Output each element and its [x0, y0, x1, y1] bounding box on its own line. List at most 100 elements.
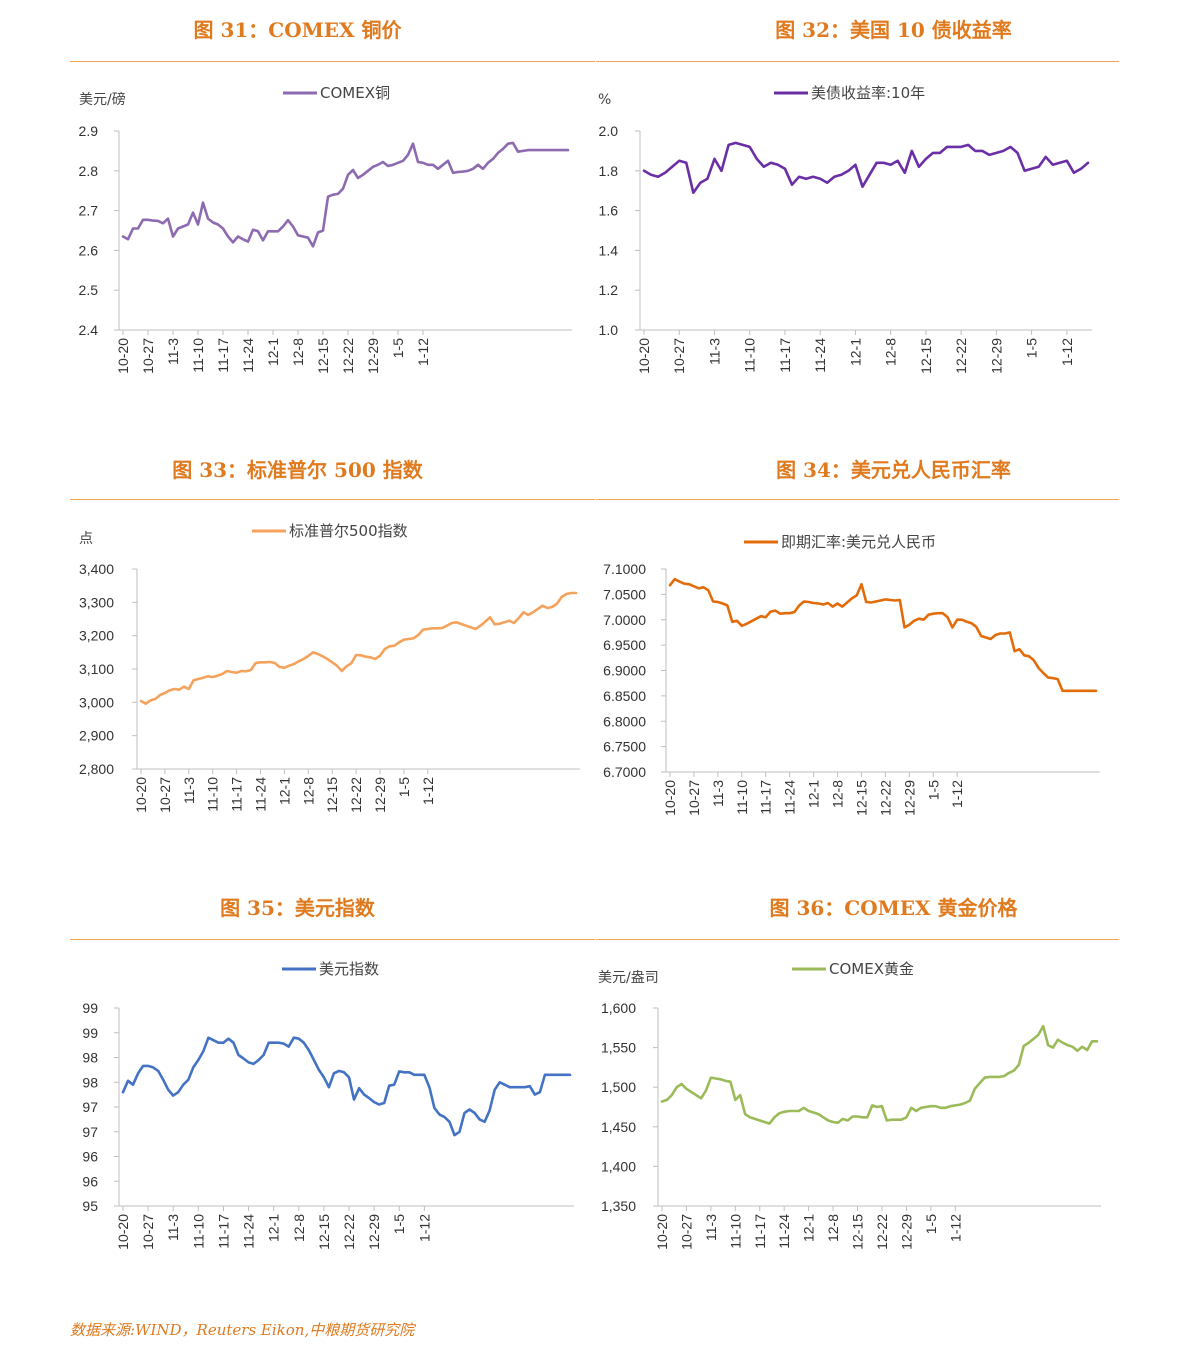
x-tick-label: 11-3 — [165, 1214, 181, 1241]
x-tick-label: 1-12 — [1059, 338, 1075, 366]
panel-fig35: 图 35：美元指数 95 96 96 97 97 98 98 99 99 10-20 10-27 11… — [0, 878, 595, 1313]
chart-fig31: 美元/磅 2.4 2.5 2.6 2.7 2.8 2.9 10-20 10-27 11-3 11-1… — [79, 84, 572, 374]
x-tick-label: 11-17 — [752, 1214, 768, 1249]
x-tick-label: 10-27 — [671, 338, 687, 374]
x-tick-label: 12-29 — [372, 777, 388, 813]
series-line — [139, 591, 578, 706]
y-tick-label: 6.7500 — [603, 739, 646, 755]
y-tick-label: 2.4 — [79, 322, 99, 338]
chart-title: 图 36：COMEX 黄金价格 — [769, 896, 1018, 920]
legend-label: 即期汇率:美元兑人民币 — [781, 533, 936, 551]
y-tick-label: 1.8 — [599, 163, 619, 179]
y-tick-label: 95 — [82, 1198, 98, 1214]
x-tick-label: 12-29 — [366, 1214, 382, 1250]
y-tick-label: 1,450 — [601, 1119, 636, 1135]
x-tick-label: 1-5 — [925, 780, 941, 800]
y-tick-label: 97 — [82, 1099, 98, 1115]
unit-label: 美元/磅 — [79, 91, 126, 108]
legend-label: 美元指数 — [319, 960, 379, 978]
x-tick-label: 12-15 — [853, 780, 869, 816]
unit-label: 点 — [79, 531, 93, 547]
x-tick-label: 10-20 — [115, 338, 131, 374]
x-tick-label: 12-1 — [265, 338, 281, 366]
x-tick-label: 11-17 — [215, 1214, 231, 1249]
y-tick-label: 1,400 — [601, 1158, 636, 1174]
x-tick-label: 12-1 — [806, 780, 822, 808]
x-tick-label: 12-22 — [874, 1214, 890, 1250]
x-tick-label: 1-5 — [391, 1214, 407, 1234]
title-rule — [596, 499, 1119, 500]
x-tick-label: 12-15 — [316, 1214, 332, 1250]
y-tick-label: 2,800 — [79, 761, 114, 777]
x-tick-label: 1-5 — [1024, 338, 1040, 358]
x-tick-label: 12-8 — [291, 1214, 307, 1242]
x-tick-label: 12-1 — [266, 1214, 282, 1242]
x-tick-label: 11-24 — [240, 338, 256, 373]
chart-title: 图 35：美元指数 — [220, 896, 375, 920]
x-tick-label: 10-27 — [140, 338, 156, 374]
x-tick-label: 12-15 — [918, 338, 934, 374]
y-tick-label: 99 — [82, 1025, 98, 1041]
x-tick-label: 11-24 — [812, 338, 828, 373]
y-tick-label: 99 — [82, 1000, 98, 1016]
y-tick-label: 6.9500 — [603, 637, 646, 653]
x-tick-label: 12-22 — [341, 1214, 357, 1250]
x-tick-label: 12-8 — [290, 338, 306, 366]
x-tick-label: 11-24 — [241, 1214, 257, 1249]
x-tick-label: 10-27 — [678, 1214, 694, 1250]
x-tick-label: 12-15 — [315, 338, 331, 374]
title-rule — [70, 61, 595, 62]
series-line — [121, 1036, 572, 1137]
x-tick-label: 12-8 — [300, 777, 316, 805]
unit-label: 美元/盎司 — [598, 970, 659, 986]
series-line — [660, 1024, 1099, 1125]
chart-title: 图 34：美元兑人民币汇率 — [776, 458, 1011, 482]
panel-fig32: 图 32：美国 10 债收益率 % 1.0 1.2 1.4 1.6 1.8 2.0 10-20… — [596, 0, 1191, 435]
y-tick-label: 98 — [82, 1074, 98, 1090]
legend-label: 标准普尔500指数 — [289, 522, 408, 540]
x-tick-label: 11-17 — [777, 338, 793, 373]
x-tick-label: 1-5 — [396, 777, 412, 797]
y-tick-label: 2.6 — [79, 242, 99, 258]
x-tick-label: 11-10 — [190, 338, 206, 373]
x-tick-label: 1-12 — [415, 338, 431, 366]
x-tick-label: 11-17 — [229, 777, 245, 812]
x-tick-label: 12-15 — [324, 777, 340, 813]
legend-label: 美债收益率:10年 — [811, 84, 925, 102]
y-tick-label: 97 — [82, 1124, 98, 1140]
x-tick-label: 12-29 — [365, 338, 381, 374]
x-tick-label: 11-17 — [758, 780, 774, 815]
x-tick-label: 10-20 — [654, 1214, 670, 1250]
panel-fig31: 图 31：COMEX 铜价 美元/磅 2.4 2.5 2.6 2.7 2.8 2.9 10-2… — [0, 0, 595, 435]
x-tick-label: 12-22 — [340, 338, 356, 374]
title-rule — [70, 939, 595, 940]
legend-label: COMEX铜 — [320, 84, 390, 102]
y-tick-label: 1,550 — [601, 1040, 636, 1056]
x-tick-label: 11-10 — [727, 1214, 743, 1249]
x-tick-label: 11-24 — [782, 780, 798, 815]
x-tick-label: 1-5 — [390, 338, 406, 358]
x-tick-label: 11-10 — [190, 1214, 206, 1249]
y-tick-label: 1,600 — [601, 1000, 636, 1016]
y-tick-label: 96 — [82, 1173, 98, 1189]
x-tick-label: 12-1 — [847, 338, 863, 366]
x-tick-label: 10-20 — [115, 1214, 131, 1250]
y-tick-label: 2,900 — [79, 728, 114, 744]
y-tick-label: 7.0500 — [603, 586, 646, 602]
chart-fig34: 6.7000 6.7500 6.8000 6.8500 6.9000 6.9500 7.00… — [603, 533, 1100, 816]
x-tick-label: 11-3 — [706, 338, 722, 365]
x-tick-label: 10-20 — [133, 777, 149, 813]
series-line — [668, 577, 1098, 693]
chart-fig36: 美元/盎司 1,350 1,400 1,450 1,500 1,550 1,600 10-20… — [598, 960, 1101, 1250]
x-tick-label: 10-27 — [686, 780, 702, 816]
panel-fig36: 图 36：COMEX 黄金价格 美元/盎司 1,350 1,400 1,450 1,50… — [596, 878, 1191, 1313]
chart-title: 图 33：标准普尔 500 指数 — [172, 458, 423, 482]
title-rule — [596, 61, 1119, 62]
panel-fig33: 图 33：标准普尔 500 指数 点 2,800 2,900 3,000 3,100 3,… — [0, 440, 595, 875]
y-tick-label: 2.9 — [79, 123, 99, 139]
series-line — [121, 141, 570, 248]
y-tick-label: 6.8500 — [603, 688, 646, 704]
y-tick-label: 7.1000 — [603, 561, 646, 577]
y-tick-label: 98 — [82, 1050, 98, 1066]
x-tick-label: 1-5 — [923, 1214, 939, 1234]
